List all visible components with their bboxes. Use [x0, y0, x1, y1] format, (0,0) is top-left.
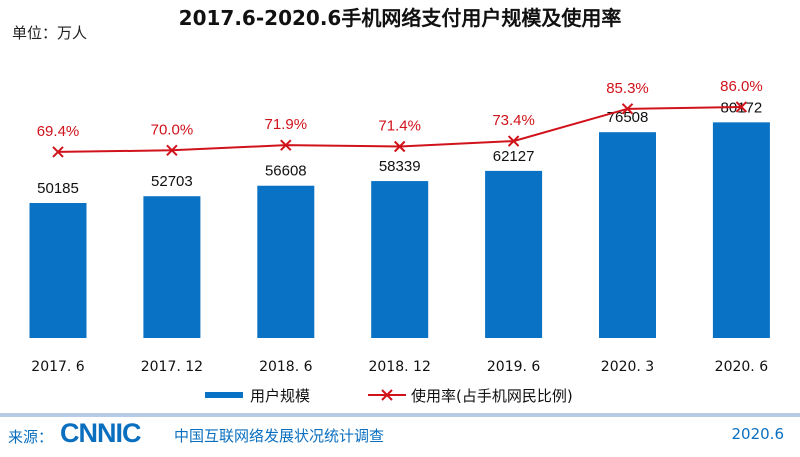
- usage-rate-marker-3: [393, 140, 406, 153]
- bar-value-label-4: 62127: [493, 148, 535, 165]
- x-tick-label-2: 2018. 6: [259, 359, 313, 375]
- bar-6: [712, 122, 770, 339]
- bar-value-label-2: 56608: [265, 163, 307, 180]
- usage-rate-marker-4: [507, 135, 520, 147]
- unit-label: 单位：万人: [12, 24, 88, 42]
- x-tick-label-1: 2017. 12: [141, 359, 203, 375]
- source-label: 来源：: [8, 428, 54, 446]
- usage-rate-label-1: 70.0%: [151, 121, 194, 138]
- footer-date: 2020.6: [731, 425, 785, 443]
- usage-rate-label-0: 69.4%: [37, 123, 80, 140]
- bar-3: [371, 181, 429, 338]
- usage-rate-label-4: 73.4%: [492, 112, 535, 129]
- legend-bar-swatch: [205, 392, 243, 398]
- usage-rate-marker-0: [52, 146, 64, 158]
- bar-value-label-1: 52703: [151, 173, 193, 190]
- x-tick-label-3: 2018. 12: [369, 359, 431, 375]
- x-tick-label-6: 2020. 6: [715, 359, 769, 375]
- footer-divider: [0, 413, 800, 417]
- bar-0: [29, 203, 87, 338]
- usage-rate-marker-1: [166, 144, 178, 157]
- x-tick-label-4: 2019. 6: [487, 359, 541, 375]
- usage-rate-marker-2: [280, 139, 292, 151]
- usage-rate-label-3: 71.4%: [378, 118, 421, 135]
- usage-rate-marker-5: [621, 103, 634, 115]
- bar-value-label-0: 50185: [37, 180, 79, 197]
- legend-line-marker: [381, 389, 393, 401]
- bar-4: [485, 170, 543, 338]
- x-tick-label-5: 2020. 3: [601, 359, 654, 375]
- legend-bar-label: 用户规模: [250, 387, 310, 405]
- x-tick-label-0: 2017. 6: [31, 359, 85, 375]
- chart-title: 2017.6-2020.6手机网络支付用户规模及使用率: [178, 6, 622, 30]
- usage-rate-label-5: 85.3%: [606, 80, 649, 97]
- source-name: 中国互联网络发展状况统计调查: [174, 427, 385, 445]
- bar-2: [257, 185, 315, 338]
- bar-5: [599, 132, 656, 338]
- cnnic-logo: CNNIC: [60, 418, 141, 448]
- usage-rate-label-2: 71.9%: [265, 116, 308, 133]
- usage-rate-marker-6: [735, 101, 748, 113]
- bar-value-label-5: 76508: [607, 109, 649, 126]
- usage-rate-label-6: 86.0%: [720, 78, 763, 95]
- bar-value-label-3: 58339: [379, 158, 421, 175]
- legend-line-label: 使用率(占手机网民比例): [411, 387, 573, 405]
- bar-1: [143, 196, 201, 338]
